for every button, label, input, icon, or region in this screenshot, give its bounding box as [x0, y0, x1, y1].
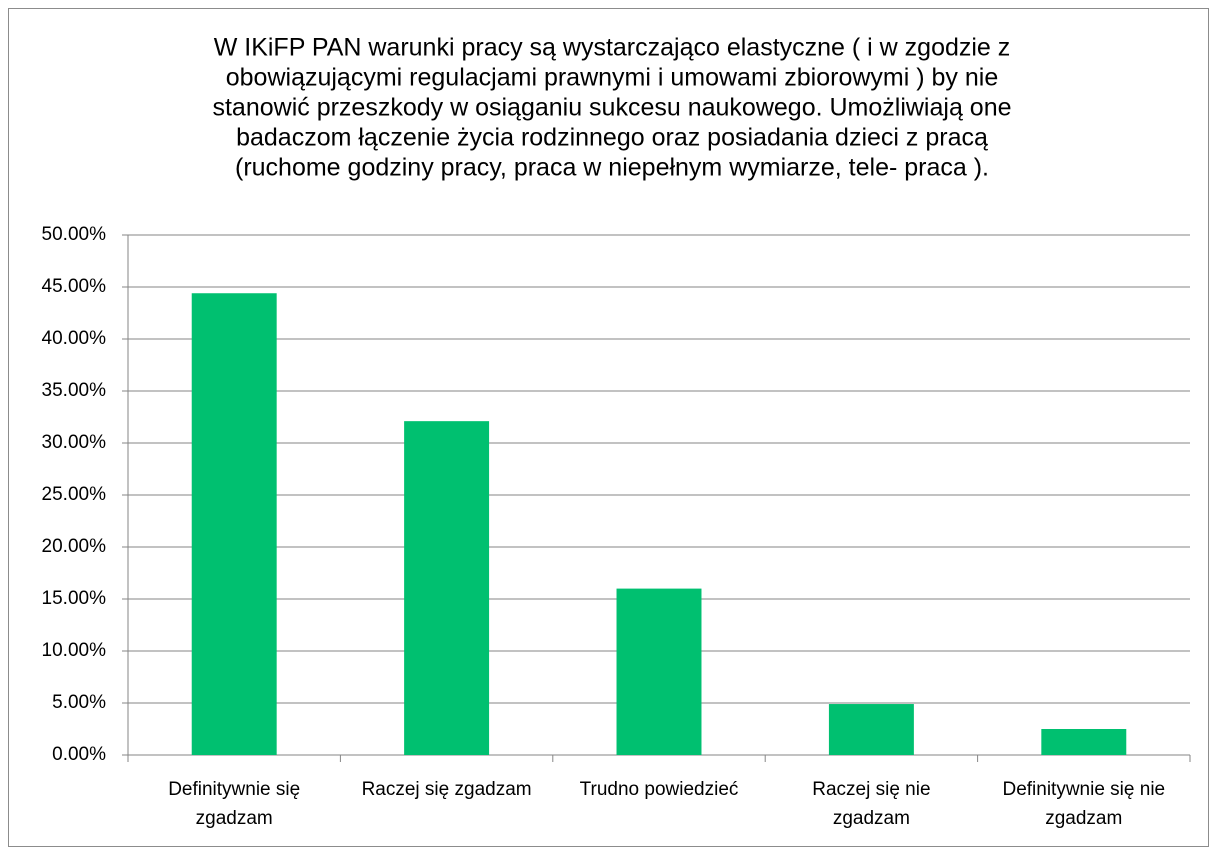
- chart-title: (ruchome godziny pracy, praca w niepełny…: [235, 154, 989, 182]
- chart-title: obowiązującymi regulacjami prawnymi i um…: [226, 64, 998, 92]
- chart-title: stanowić przeszkody w osiąganiu sukcesu …: [212, 94, 1011, 122]
- bar: [1041, 729, 1127, 755]
- chart-title: W IKiFP PAN warunki pracy są wystarczają…: [214, 34, 1011, 62]
- bar: [191, 293, 277, 755]
- bar: [828, 704, 914, 755]
- y-tick-label: 50.00%: [42, 224, 107, 245]
- x-tick-label: Raczej się zgadzam: [361, 779, 532, 800]
- bar: [616, 588, 702, 755]
- y-tick-label: 10.00%: [42, 640, 107, 661]
- y-tick-label: 15.00%: [42, 588, 107, 609]
- y-tick-label: 0.00%: [52, 744, 106, 765]
- x-tick-label: Trudno powiedzieć: [579, 779, 739, 800]
- x-tick-label: Definitywnie się nie zgadzam: [1002, 779, 1166, 829]
- chart-title: badaczom łączenie życia rodzinnego oraz …: [236, 124, 988, 152]
- y-tick-label: 5.00%: [52, 692, 106, 713]
- y-tick-label: 45.00%: [42, 276, 107, 297]
- x-tick-label: Raczej się nie zgadzam: [812, 779, 931, 829]
- y-tick-label: 40.00%: [42, 328, 107, 349]
- bar: [404, 421, 490, 755]
- y-tick-label: 20.00%: [42, 536, 107, 557]
- y-tick-label: 35.00%: [42, 380, 107, 401]
- x-tick-label: Definitywnie się zgadzam: [168, 779, 301, 829]
- y-tick-label: 25.00%: [42, 484, 107, 505]
- y-tick-label: 30.00%: [42, 432, 107, 453]
